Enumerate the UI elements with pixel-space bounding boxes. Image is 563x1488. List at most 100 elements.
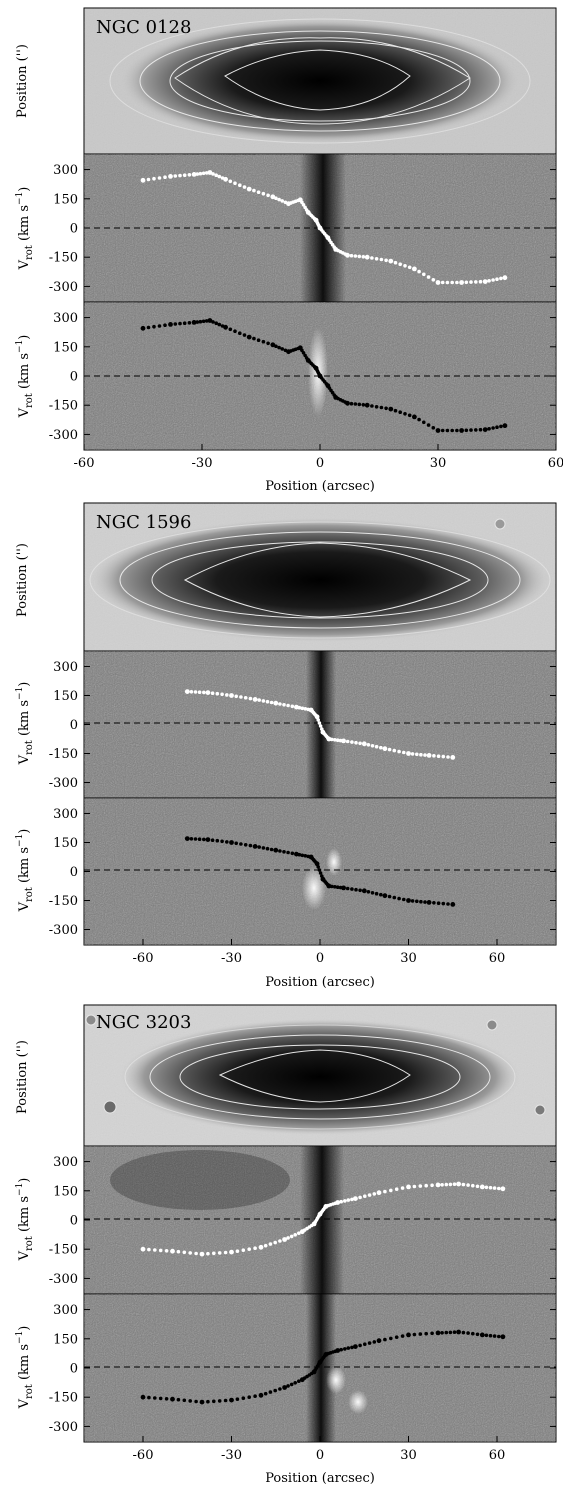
y-tick-label: 150 — [53, 192, 78, 207]
data-point — [152, 176, 156, 181]
data-point — [444, 1330, 449, 1335]
data-point — [402, 897, 406, 902]
data-point — [440, 1331, 444, 1335]
data-point — [415, 899, 419, 904]
image-panel: NGC 1596 Position ('') — [15, 502, 557, 652]
data-point — [435, 428, 441, 433]
data-point — [206, 1251, 210, 1256]
data-point — [410, 899, 415, 903]
data-point — [193, 837, 198, 841]
data-point — [445, 428, 450, 433]
data-point — [484, 1185, 489, 1190]
data-point — [406, 898, 411, 903]
data-point — [233, 181, 237, 185]
data-point — [269, 700, 274, 705]
data-point — [376, 1190, 382, 1196]
data-point — [491, 278, 495, 282]
data-point — [182, 173, 187, 177]
y-tick-label: 0 — [70, 718, 78, 733]
data-point — [419, 899, 423, 904]
data-point — [147, 1395, 151, 1400]
data-point — [479, 1184, 485, 1190]
data-point — [140, 325, 146, 331]
data-point — [217, 1399, 222, 1403]
ylabel-exp: −1 — [15, 1183, 25, 1196]
data-point — [316, 865, 321, 869]
data-point — [363, 1342, 367, 1346]
data-point — [474, 280, 478, 284]
data-point — [495, 277, 499, 282]
data-point — [364, 402, 370, 408]
data-point — [412, 1184, 417, 1189]
data-point — [294, 704, 299, 710]
data-point — [164, 1249, 169, 1253]
data-point — [223, 1250, 228, 1255]
data-point — [198, 319, 203, 324]
data-point — [184, 836, 190, 841]
data-point — [374, 405, 379, 409]
data-point — [217, 1251, 222, 1255]
data-point — [349, 253, 354, 258]
data-point — [358, 1195, 362, 1200]
x-axis-ticks: -60 -30 0 30 60 — [74, 444, 563, 471]
ylabel-rot: rot — [24, 393, 35, 408]
y-tick-label: 300 — [53, 163, 78, 178]
data-point — [223, 324, 229, 330]
data-point — [293, 1233, 298, 1237]
data-point — [335, 1200, 341, 1205]
data-point — [471, 1183, 475, 1188]
ylabel-v: V — [17, 259, 32, 270]
x-tick-label: 30 — [430, 456, 447, 471]
data-point — [353, 1344, 358, 1349]
data-point — [455, 280, 459, 285]
velocity-ylabel-lower: Vrot (km s−1) — [15, 335, 35, 419]
data-point — [197, 837, 202, 841]
velocity-series-lower — [140, 1329, 506, 1405]
data-point — [474, 428, 478, 432]
data-point — [482, 427, 488, 432]
velocity-series-lower — [184, 836, 456, 907]
data-point — [278, 1239, 282, 1243]
ylabel-exp: −1 — [15, 687, 25, 700]
data-point — [423, 753, 427, 757]
data-point — [173, 174, 178, 178]
data-point — [318, 724, 323, 728]
ylabel-close: ) — [17, 1326, 32, 1331]
data-point — [188, 1399, 192, 1403]
data-point — [229, 840, 234, 845]
data-point — [273, 1388, 278, 1393]
data-point — [256, 190, 261, 194]
data-point — [379, 892, 383, 897]
data-point — [235, 1397, 240, 1401]
y-tick-label: -300 — [49, 923, 78, 938]
data-point — [370, 891, 375, 895]
data-point — [491, 426, 495, 430]
data-point — [379, 745, 383, 750]
data-point — [426, 900, 432, 905]
data-point — [211, 172, 215, 176]
data-point — [201, 319, 206, 324]
data-point — [397, 896, 401, 901]
data-point — [403, 412, 407, 416]
data-point — [345, 886, 350, 891]
x-tick-label: -60 — [133, 951, 154, 966]
data-point — [318, 871, 323, 875]
data-point — [301, 351, 306, 355]
data-point — [263, 1243, 268, 1248]
data-point — [343, 1199, 347, 1203]
data-point — [146, 325, 151, 330]
data-point — [488, 1333, 493, 1338]
data-point — [220, 692, 224, 697]
data-point — [354, 887, 358, 892]
data-point — [268, 1242, 273, 1246]
data-point — [314, 861, 320, 867]
data-point — [423, 900, 427, 904]
velocity-ylabel-upper: Vrot (km s−1) — [15, 187, 35, 271]
data-point — [418, 1184, 423, 1188]
data-point — [242, 333, 247, 337]
data-point — [184, 689, 190, 694]
velocity-ticks-lower: 300 150 0 -150 -300 — [49, 807, 556, 938]
data-point — [257, 845, 262, 849]
